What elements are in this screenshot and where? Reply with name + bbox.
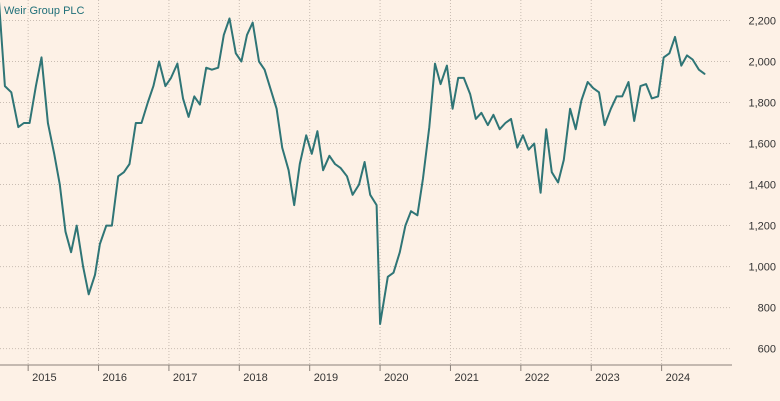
chart-title: Weir Group PLC — [4, 5, 85, 17]
y-tick-label: 1,400 — [748, 180, 776, 192]
y-tick-label: 1,200 — [748, 221, 776, 233]
x-axis-tick-labels: 2015 2016 2017 2018 2019 2020 2021 2022 2023 2024 — [32, 372, 690, 384]
x-tick-label: 2023 — [595, 372, 619, 384]
grid-layer — [0, 0, 732, 365]
x-tick-label: 2017 — [173, 372, 197, 384]
y-tick-label: 2,200 — [748, 16, 776, 28]
x-tick-label: 2019 — [314, 372, 338, 384]
x-tick-label: 2020 — [384, 372, 408, 384]
y-axis-tick-labels: 600 800 1,000 1,200 1,400 1,600 1,800 2,000 2,20… — [748, 16, 776, 356]
x-tick-label: 2022 — [525, 372, 549, 384]
x-axis — [0, 364, 732, 371]
y-tick-label: 1,600 — [748, 139, 776, 151]
y-tick-label: 800 — [758, 303, 776, 315]
x-tick-label: 2015 — [32, 372, 56, 384]
y-tick-label: 1,800 — [748, 98, 776, 110]
y-tick-label: 2,000 — [748, 57, 776, 69]
x-tick-label: 2024 — [666, 372, 690, 384]
x-tick-label: 2018 — [243, 372, 267, 384]
price-series-line — [0, 1, 706, 325]
x-tick-label: 2016 — [103, 372, 127, 384]
x-tick-label: 2021 — [454, 372, 478, 384]
y-tick-label: 1,000 — [748, 262, 776, 274]
series-layer — [0, 1, 706, 325]
y-tick-label: 600 — [758, 344, 776, 356]
